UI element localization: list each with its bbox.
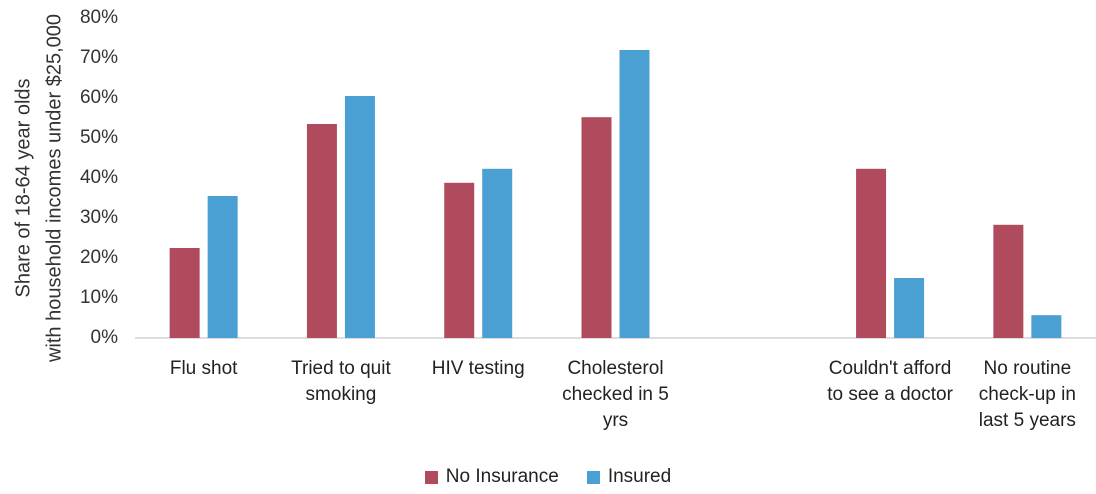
legend-swatch [586, 470, 600, 484]
bar [993, 224, 1024, 338]
bar [581, 117, 612, 338]
bar [894, 278, 925, 338]
legend: No Insurance Insured [0, 466, 1096, 488]
legend-label: No Insurance [445, 466, 559, 487]
bar [856, 168, 887, 338]
y-axis-label: with household incomes under $25,000 [43, 14, 65, 363]
bar [306, 124, 337, 338]
y-tick-label: 40% [80, 167, 118, 188]
bar [169, 248, 200, 338]
legend-item: No Insurance [424, 466, 559, 488]
y-tick-label: 20% [80, 247, 118, 268]
y-tick-label: 80% [80, 7, 118, 28]
y-axis-label: Share of 18-64 year olds [12, 78, 34, 297]
bar [207, 196, 238, 338]
y-tick-label: 30% [80, 207, 118, 228]
y-tick-label: 10% [80, 287, 118, 308]
y-tick-label: 70% [80, 47, 118, 68]
y-tick-label: 60% [80, 87, 118, 108]
bar [344, 96, 375, 338]
y-tick-label: 50% [80, 127, 118, 148]
bar [444, 182, 475, 338]
x-tick-label: Flu shot [169, 358, 238, 379]
y-tick-label: 0% [91, 327, 119, 348]
legend-label: Insured [607, 466, 672, 487]
legend-item: Insured [586, 466, 672, 488]
x-tick-label: Cholesterol checked in 5 yrs [562, 358, 669, 431]
x-tick-label: No routine check-up in last 5 years [978, 358, 1076, 431]
x-tick-label: Couldn't afford to see a doctor [827, 358, 953, 405]
legend-swatch [424, 470, 438, 484]
bar [482, 168, 513, 338]
x-tick-label: HIV testing [431, 358, 525, 379]
x-tick-label: Tried to quit smoking [291, 358, 391, 405]
bar [1031, 315, 1062, 338]
bar [619, 50, 650, 338]
